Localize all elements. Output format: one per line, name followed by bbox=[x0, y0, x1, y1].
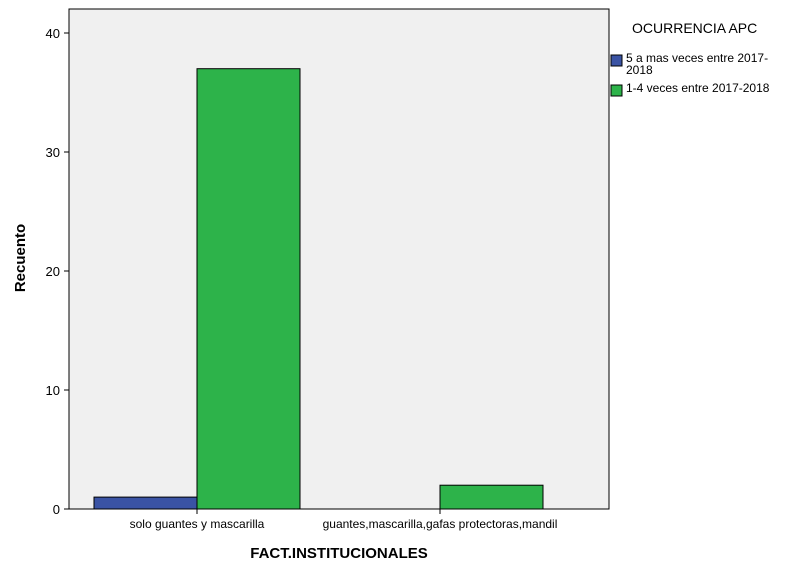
x-tick-label: solo guantes y mascarilla bbox=[130, 517, 265, 531]
y-tick-label: 0 bbox=[53, 502, 60, 517]
bar bbox=[93, 496, 198, 510]
y-tick-label: 30 bbox=[46, 145, 60, 160]
legend-swatch bbox=[610, 54, 623, 67]
x-axis: solo guantes y mascarilla guantes,mascari… bbox=[130, 509, 558, 531]
y-tick-label: 40 bbox=[46, 26, 60, 41]
legend-items: 5 a mas veces entre 2017-2018 1-4 veces e… bbox=[610, 51, 770, 97]
y-axis: 0 10 20 30 40 bbox=[46, 26, 69, 517]
bar bbox=[196, 68, 301, 510]
x-tick-label: guantes,mascarilla,gafas protectoras,man… bbox=[323, 517, 558, 531]
legend-swatch bbox=[610, 84, 623, 97]
legend: OCURRENCIA APC 5 a mas veces entre 2017-… bbox=[610, 20, 770, 97]
x-axis-label: FACT.INSTITUCIONALES bbox=[250, 545, 428, 562]
y-tick-label: 20 bbox=[46, 264, 60, 279]
y-tick-label: 10 bbox=[46, 383, 60, 398]
bars bbox=[93, 68, 544, 510]
legend-title: OCURRENCIA APC bbox=[632, 20, 757, 36]
legend-label: 5 a mas veces entre 2017-2018 bbox=[626, 51, 768, 77]
legend-label: 1-4 veces entre 2017-2018 bbox=[626, 81, 770, 95]
bar bbox=[439, 484, 544, 510]
y-axis-label: Recuento bbox=[12, 224, 29, 292]
plot-area bbox=[68, 8, 610, 510]
